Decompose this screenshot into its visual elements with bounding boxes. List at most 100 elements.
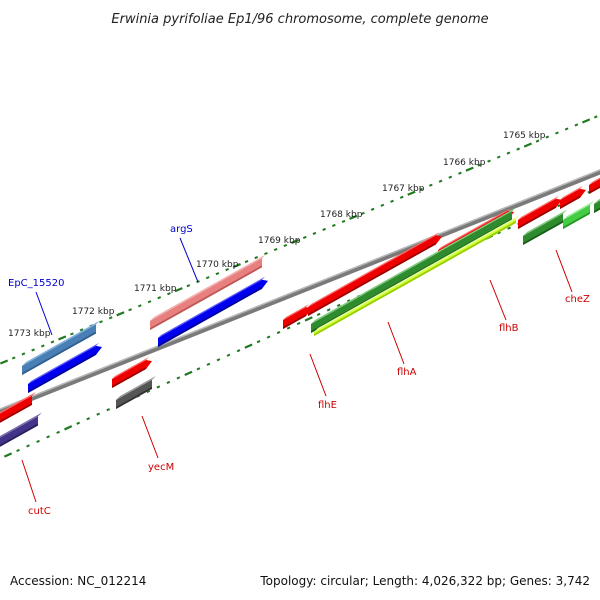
gene-cutC-red-bar-shade — [0, 402, 32, 423]
gene-green-edge-bar-top — [594, 198, 600, 204]
scale-tick-label: 1766 kbp — [443, 158, 486, 168]
gene-label-leader — [179, 237, 199, 283]
outer-scale-tick — [283, 243, 288, 248]
gene-flhE-bar-shade — [283, 314, 306, 329]
gene-green-edge-bar-shade — [594, 207, 600, 213]
outer-scale-tick — [465, 166, 474, 172]
outer-scale-tick — [349, 214, 358, 220]
gene-flhE-bar-top — [283, 304, 309, 320]
inner-scale-tick — [266, 335, 271, 339]
gene-yecM-red-bar-top — [112, 356, 149, 379]
inner-scale-tick — [226, 353, 231, 357]
gene-label-leader — [309, 353, 327, 397]
gene-red-edge-bar-top — [589, 177, 600, 185]
outer-scale-tick — [254, 256, 259, 260]
inner-scale-tick — [336, 303, 341, 307]
outer-scale-tick — [312, 231, 317, 235]
outer-scale-tick — [302, 235, 307, 239]
gene-features — [0, 177, 600, 447]
inner-scale-tick — [184, 370, 193, 377]
inner-scale-tick — [56, 430, 60, 434]
accession-label: Accession: NC_012214 — [10, 574, 147, 588]
outer-scale-tick — [399, 195, 404, 199]
inner-scale-tick — [304, 316, 313, 322]
outer-scale-tick — [40, 344, 45, 348]
inner-scale-tick — [86, 417, 91, 421]
gene-label-leader — [35, 291, 53, 336]
outer-scale-tick — [361, 211, 365, 215]
outer-scale-tick — [215, 272, 220, 276]
outer-scale-tick — [21, 352, 26, 356]
backbone-highlight — [0, 169, 600, 410]
outer-scale-tick — [79, 328, 84, 332]
gene-argS-bar — [150, 258, 262, 330]
gene-label-flhA: flhA — [397, 367, 417, 378]
outer-scale-tick — [99, 320, 103, 324]
outer-scale-tick — [108, 316, 113, 320]
gene-red-edge-bar-shade — [589, 185, 600, 194]
gene-cutC-red-bar-top — [0, 391, 36, 414]
inner-scale-tick — [206, 362, 211, 366]
outer-scale-tick — [273, 247, 278, 252]
scale-tick-label: 1770 kbp — [196, 260, 239, 270]
gene-label-EpC_15520: EpC_15520 — [8, 278, 64, 289]
outer-scale-tick — [516, 147, 521, 151]
scale-tick-label: 1767 kbp — [382, 184, 425, 194]
outer-scale-tick — [244, 260, 249, 264]
gene-EpC_15520-bar — [22, 324, 96, 375]
inner-scale-tick — [296, 321, 301, 326]
outer-scale-tick — [458, 171, 462, 175]
inner-scale-tick — [244, 343, 253, 349]
gene-flhB-yellow-bar-shade — [314, 220, 516, 336]
outer-scale-tick — [128, 308, 132, 312]
gene-cheZ-green-bar-shade — [523, 220, 563, 245]
gene-EpC_15520-lower-bar-shade — [28, 352, 96, 393]
inner-scale-tick — [276, 330, 281, 335]
gene-cutC-red-bar — [0, 395, 32, 423]
outer-scale-tick — [31, 348, 35, 352]
outer-scale-tick — [174, 287, 183, 293]
gene-cheZ-green-bar — [523, 213, 563, 245]
gene-red-small-bar-top — [560, 185, 583, 200]
outer-scale-tick — [331, 223, 336, 227]
outer-scale-tick — [523, 142, 532, 148]
gene-labels: EpC_15520 argS flhE flhA flhB cheZ yecM cutC — [8, 224, 590, 517]
outer-scale-tick — [157, 296, 162, 300]
inner-scale-tick — [64, 425, 73, 431]
gene-cutC-bar-top — [0, 412, 42, 438]
gene-argS-lower-bar-top — [158, 276, 265, 338]
scale-tick-label: 1765 kbp — [503, 131, 546, 141]
gene-label-flhE: flhE — [318, 400, 337, 411]
outer-scale-tick — [0, 359, 9, 365]
scale-tick-label: 1769 kbp — [258, 236, 301, 246]
inner-scale-tick — [96, 412, 101, 416]
inner-scale-tick — [106, 408, 111, 412]
inner-scale-tick — [326, 308, 331, 312]
inner-scale-tick — [507, 226, 511, 230]
outer-scale-tick — [322, 227, 326, 231]
outer-scale-tick — [535, 139, 540, 143]
gene-EpC_15520-bar-shade — [22, 331, 96, 375]
inner-scale-tick — [166, 380, 171, 385]
outer-scale-tick — [58, 335, 67, 341]
inner-scale-tick — [146, 389, 151, 394]
inner-scale-tick — [76, 421, 81, 425]
gene-flhB-bar-top — [438, 207, 511, 250]
inner-scale-tick — [497, 231, 501, 235]
outer-scale-tick — [186, 284, 191, 288]
gene-flhB-yellow-bar-top — [314, 214, 520, 332]
outer-scale-tick — [370, 207, 375, 211]
inner-scale-tick — [316, 312, 321, 316]
gene-yecM-bar-top — [116, 375, 156, 400]
gene-label-leader — [387, 321, 405, 365]
outer-scale-tick — [506, 151, 511, 155]
inner-scale-tick — [176, 376, 181, 380]
inner-scale-tick — [256, 340, 261, 344]
inner-scale-tick — [156, 385, 161, 389]
outer-scale-tick — [116, 311, 125, 317]
inner-scale-tick — [346, 299, 351, 303]
gene-flhA-bar-top — [308, 232, 439, 307]
outer-scale-tick — [581, 118, 591, 124]
outer-scale-tick — [147, 300, 152, 304]
